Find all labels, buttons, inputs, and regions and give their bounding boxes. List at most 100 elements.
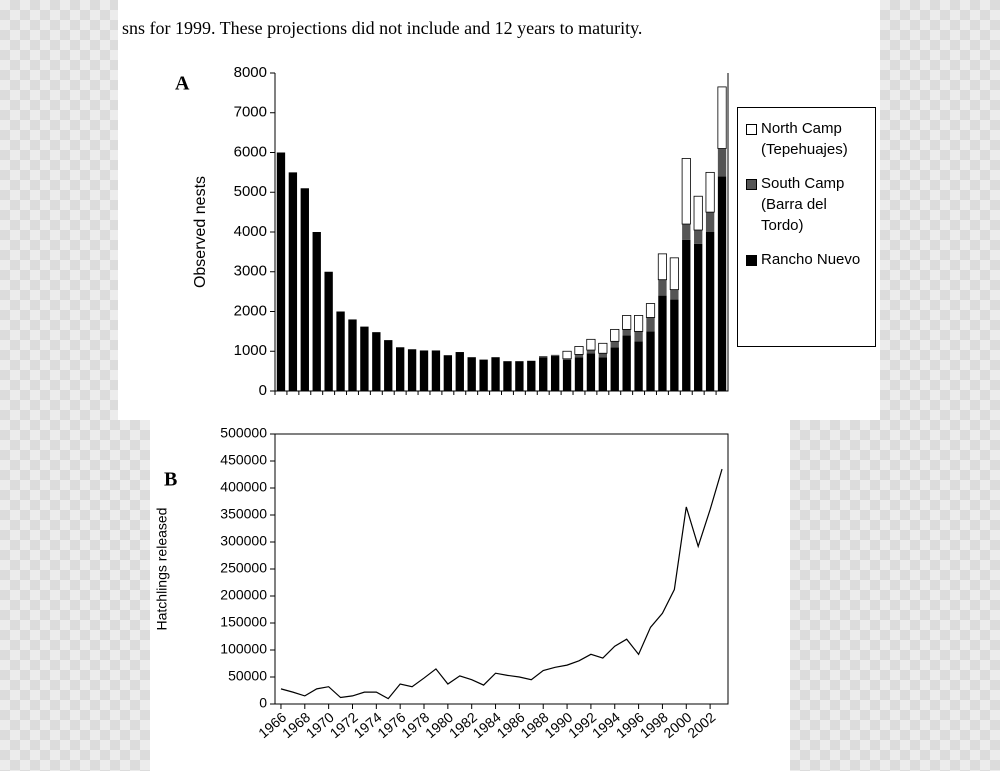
y-tick-label: 6000: [234, 143, 267, 160]
bar-segment: [598, 353, 608, 358]
bar-segment: [598, 342, 608, 354]
bar-segment: [634, 331, 643, 342]
bar-segment: [610, 341, 619, 348]
bar-segment: [682, 239, 691, 391]
y-tick-label: 1000: [234, 342, 267, 359]
y-tick-label: 350000: [220, 506, 267, 522]
bar-segment: [539, 356, 548, 358]
y-tick-label: 200000: [220, 587, 267, 603]
y-axis-label: Hatchlings released: [154, 508, 170, 631]
bar-segment: [657, 253, 668, 281]
y-tick-label: 4000: [234, 223, 267, 240]
y-axis-label: Observed nests: [192, 176, 209, 288]
bar-segment: [670, 289, 679, 300]
bar-segment: [622, 315, 632, 330]
bar-segment: [276, 152, 286, 391]
bar-segment: [574, 354, 584, 358]
bar-segment: [670, 299, 679, 391]
bar-segment: [503, 361, 512, 391]
y-tick-label: 8000: [234, 64, 267, 81]
y-tick-label: 7000: [234, 104, 267, 121]
legend-label: South Camp (Barra del Tordo): [761, 175, 845, 234]
plot-frame: [274, 433, 729, 705]
bar-segment: [550, 356, 560, 391]
bar-segment: [479, 359, 488, 391]
legend-swatch: [746, 179, 757, 190]
legend-label: North Camp (Tepehuajes): [761, 120, 848, 158]
bar-segment: [646, 331, 655, 391]
bar-segment: [455, 352, 464, 391]
y-tick-label: 3000: [234, 263, 267, 280]
bar-segment: [694, 243, 703, 391]
bar-segment: [717, 176, 727, 391]
bar-segment: [717, 148, 727, 177]
bar-segment: [574, 357, 584, 391]
legend-swatch: [746, 124, 757, 135]
bar-segment: [634, 341, 643, 391]
y-tick-label: 5000: [234, 183, 267, 200]
legend-entry: South Camp (Barra del Tordo): [744, 173, 869, 236]
legend-label: Rancho Nuevo: [761, 251, 861, 268]
bar-segment: [681, 158, 691, 225]
y-tick-label: 50000: [228, 668, 267, 684]
bar-segment: [610, 328, 620, 342]
bar-segment: [527, 360, 536, 391]
legend-entry: North Camp (Tepehuajes): [744, 118, 869, 160]
bar-segment: [562, 358, 572, 360]
bar-segment: [324, 271, 333, 391]
bar-segment: [658, 279, 667, 296]
bar-segment: [705, 212, 715, 232]
bar-segment: [586, 350, 596, 354]
bar-segment: [360, 326, 369, 391]
bar-segment: [443, 355, 453, 391]
bar-segment: [694, 230, 703, 244]
legend-entry: Rancho Nuevo: [744, 249, 869, 270]
y-tick-label: 0: [259, 695, 267, 711]
y-tick-label: 0: [259, 382, 267, 399]
panel-label: B: [164, 469, 177, 491]
line: [280, 468, 723, 700]
bar-segment: [717, 86, 727, 149]
y-tick-label: 2000: [234, 302, 267, 319]
bar-segment: [300, 188, 309, 391]
bar-segment: [312, 232, 321, 391]
bar-segment: [586, 353, 596, 391]
bar-segment: [646, 317, 655, 332]
bar-segment: [407, 349, 417, 391]
bar-segment: [550, 354, 560, 357]
bar-segment: [491, 357, 500, 391]
legend-swatch: [746, 255, 757, 266]
panel-label: A: [175, 73, 190, 95]
bar-segment: [384, 340, 393, 391]
legend: North Camp (Tepehuajes) South Camp (Barra…: [737, 107, 876, 347]
y-tick-label: 300000: [220, 533, 267, 549]
bar-segment: [574, 346, 584, 355]
bar-segment: [288, 172, 298, 391]
bar-segment: [539, 357, 548, 391]
bar-segment: [372, 332, 381, 391]
y-tick-label: 250000: [220, 560, 267, 576]
bar-segment: [419, 350, 429, 391]
bar-segment: [610, 347, 619, 391]
bar-segment: [336, 311, 345, 391]
bar-segment: [467, 357, 476, 391]
bar-segment: [598, 357, 608, 391]
bar-segment: [693, 195, 703, 231]
bar-segment: [669, 257, 679, 291]
bar-segment: [562, 359, 572, 391]
bar-segment: [395, 347, 405, 391]
bar-segment: [622, 335, 631, 391]
bar-segment: [348, 319, 357, 391]
bar-segment: [586, 338, 596, 351]
bar-segment: [562, 350, 572, 360]
bar-segment: [705, 171, 715, 213]
paper: [150, 420, 790, 771]
bar-segment: [682, 224, 691, 240]
y-tick-label: 150000: [220, 614, 267, 630]
y-tick-label: 500000: [220, 425, 267, 441]
y-tick-label: 450000: [220, 452, 267, 468]
bar-segment: [622, 329, 631, 336]
y-tick-label: 100000: [220, 641, 267, 657]
bar-segment: [431, 350, 441, 391]
